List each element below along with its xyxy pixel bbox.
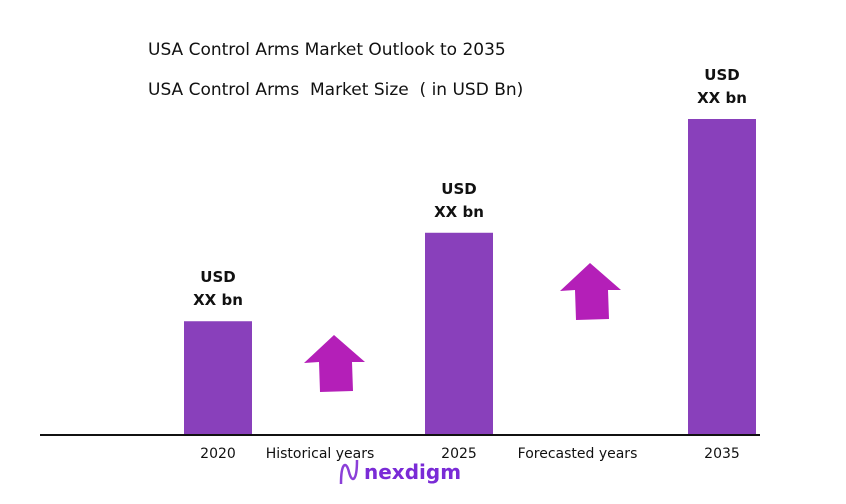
data-label: USD XX bn xyxy=(193,268,243,310)
chart-subtitle: USA Control Arms Market Size ( in USD Bn… xyxy=(148,80,524,100)
x-tick-label: 2035 xyxy=(704,446,740,462)
bar-2025 xyxy=(425,232,493,435)
logo-text: nexdigm xyxy=(364,460,462,484)
up-arrow-icon xyxy=(560,263,621,320)
bar-2035 xyxy=(688,119,756,435)
data-label: USD XX bn xyxy=(434,179,484,221)
annotation-forecasted: Forecasted years xyxy=(517,446,638,462)
bar-2020 xyxy=(184,321,252,435)
x-tick-label: 2020 xyxy=(200,446,236,462)
data-label: USD XX bn xyxy=(697,66,747,107)
chart-title: USA Control Arms Market Outlook to 2035 xyxy=(148,40,506,60)
up-arrow-icon xyxy=(304,335,365,392)
x-tick-label: 2025 xyxy=(441,446,477,462)
annotation-historical: Historical years xyxy=(265,446,375,462)
nexdigm-logo: nexdigm xyxy=(338,458,461,486)
